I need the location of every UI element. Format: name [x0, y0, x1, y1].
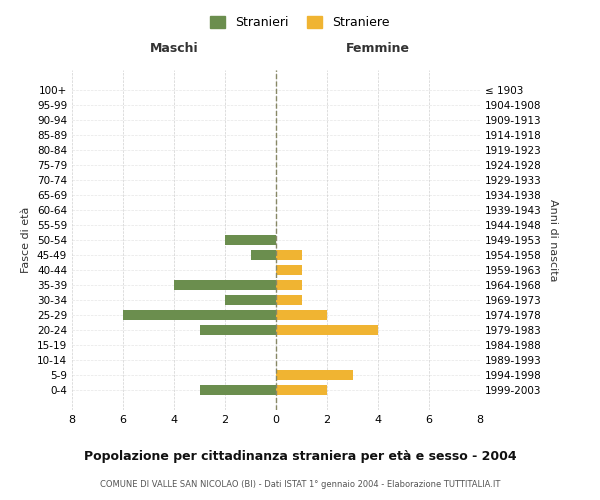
Bar — [276, 250, 302, 260]
Text: COMUNE DI VALLE SAN NICOLAO (BI) - Dati ISTAT 1° gennaio 2004 - Elaborazione TUT: COMUNE DI VALLE SAN NICOLAO (BI) - Dati … — [100, 480, 500, 489]
Text: Femmine: Femmine — [346, 42, 410, 55]
Y-axis label: Anni di nascita: Anni di nascita — [548, 198, 558, 281]
Bar — [225, 235, 276, 245]
Bar — [199, 325, 276, 334]
Bar — [123, 310, 276, 320]
Bar — [276, 310, 327, 320]
Bar — [276, 325, 378, 334]
Text: Popolazione per cittadinanza straniera per età e sesso - 2004: Popolazione per cittadinanza straniera p… — [83, 450, 517, 463]
Bar — [276, 280, 302, 290]
Bar — [225, 295, 276, 304]
Text: Maschi: Maschi — [149, 42, 199, 55]
Bar — [276, 265, 302, 275]
Legend: Stranieri, Straniere: Stranieri, Straniere — [205, 11, 395, 34]
Bar — [276, 295, 302, 304]
Bar — [251, 250, 276, 260]
Bar — [199, 385, 276, 394]
Bar — [174, 280, 276, 290]
Bar — [276, 385, 327, 394]
Y-axis label: Fasce di età: Fasce di età — [22, 207, 31, 273]
Bar — [276, 370, 353, 380]
